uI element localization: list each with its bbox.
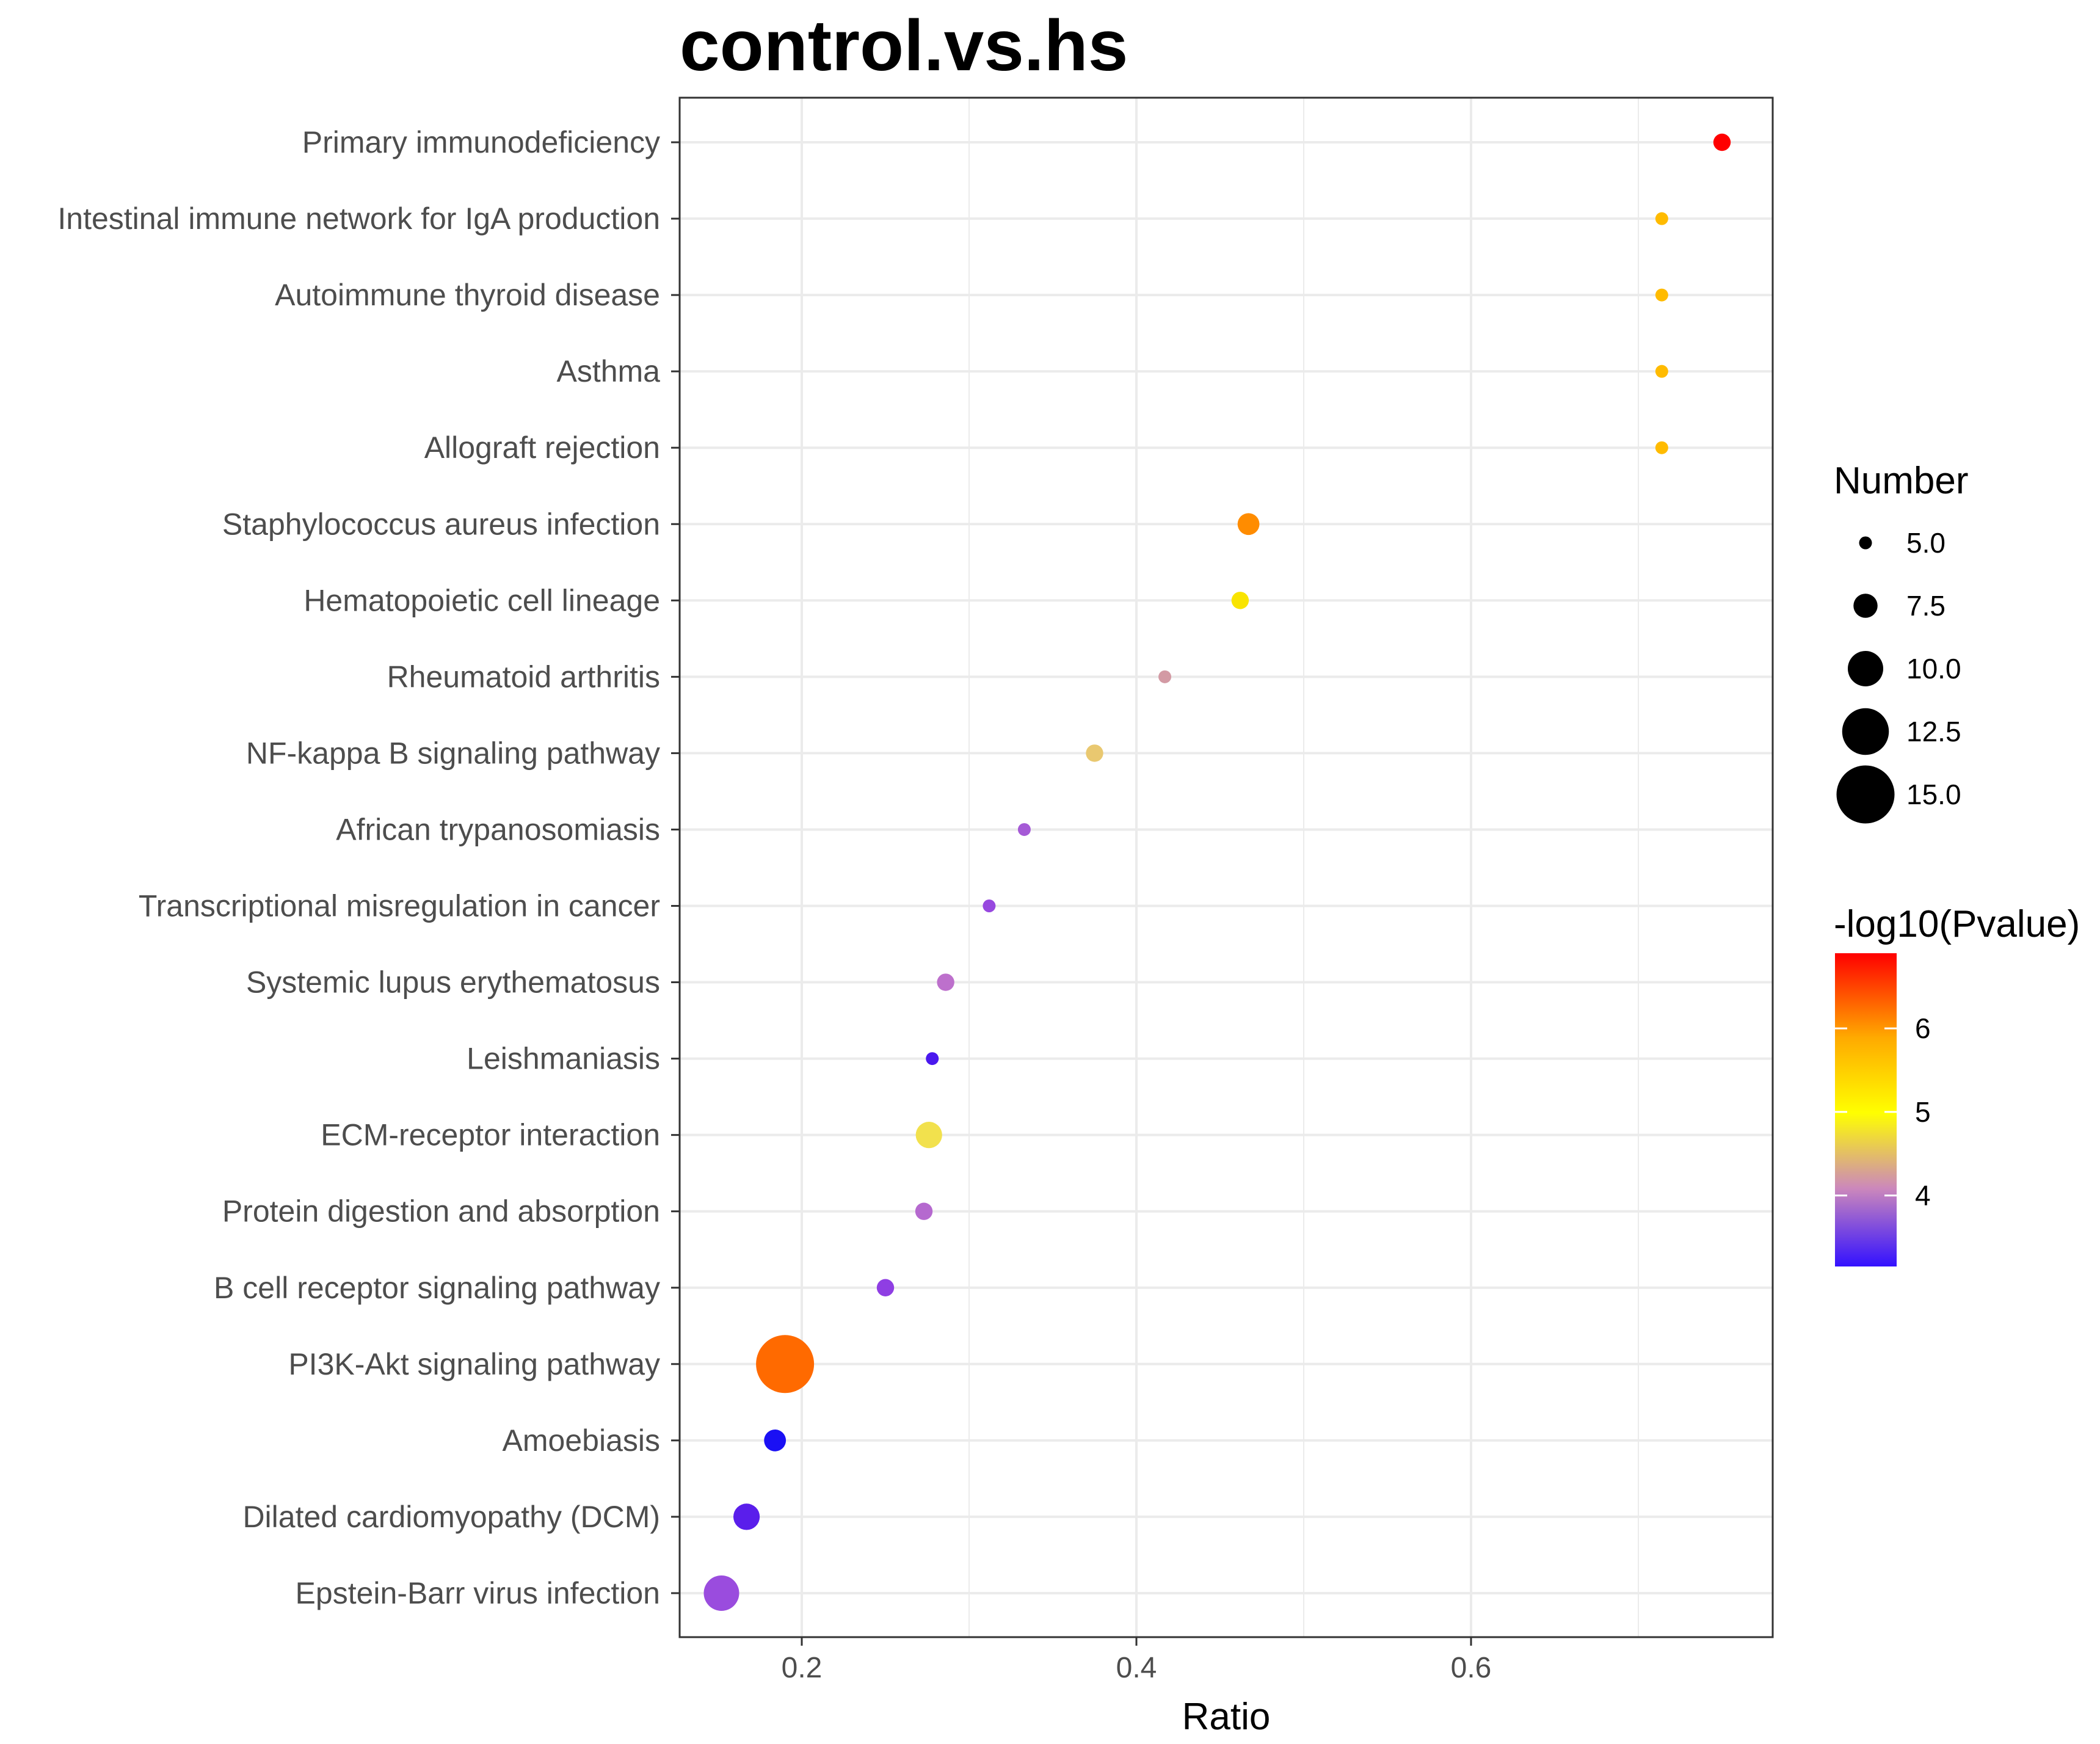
x-axis-title: Ratio xyxy=(1182,1696,1271,1738)
data-point xyxy=(915,1202,933,1220)
data-point xyxy=(1231,592,1249,609)
color-legend-title: -log10(Pvalue) xyxy=(1834,903,2080,945)
data-point xyxy=(1713,133,1731,151)
category-label: Epstein-Barr virus infection xyxy=(296,1576,660,1610)
x-tick-label: 0.6 xyxy=(1451,1652,1492,1684)
size-legend-label: 12.5 xyxy=(1906,716,1961,747)
size-legend-key xyxy=(1836,765,1895,824)
category-label: NF-kappa B signaling pathway xyxy=(246,736,660,770)
category-label: Transcriptional misregulation in cancer xyxy=(139,889,660,923)
category-label: Primary immunodeficiency xyxy=(302,125,660,159)
data-point xyxy=(915,1122,942,1149)
data-point xyxy=(733,1503,760,1530)
plot-panel-border xyxy=(678,96,1774,1638)
grid-lines xyxy=(680,98,1773,1637)
data-point xyxy=(1655,288,1668,302)
size-legend-key xyxy=(1842,708,1889,755)
category-label: Rheumatoid arthritis xyxy=(387,659,660,694)
data-point xyxy=(703,1575,739,1611)
category-label: African trypanosomiasis xyxy=(336,812,660,846)
x-axis: 0.2 0.4 0.6 xyxy=(782,1637,1492,1684)
color-legend-label: 5 xyxy=(1915,1096,1931,1128)
color-legend-gradient-bar xyxy=(1835,953,1897,1266)
category-label: Allograft rejection xyxy=(424,431,660,465)
data-point xyxy=(764,1429,787,1452)
size-legend-key xyxy=(1859,536,1872,550)
data-point xyxy=(756,1335,815,1393)
color-legend-label: 4 xyxy=(1915,1180,1931,1212)
category-label: Protein digestion and absorption xyxy=(222,1194,660,1229)
data-point xyxy=(1086,744,1103,762)
category-label: B cell receptor signaling pathway xyxy=(214,1271,660,1305)
category-label: ECM-receptor interaction xyxy=(321,1118,660,1152)
size-legend-label: 5.0 xyxy=(1906,527,1946,559)
category-label: Staphylococcus aureus infection xyxy=(222,507,660,541)
data-point xyxy=(1655,441,1668,454)
data-point xyxy=(1237,513,1260,536)
data-points xyxy=(703,133,1731,1611)
data-point xyxy=(983,899,996,912)
data-point xyxy=(1017,823,1031,836)
size-legend-label: 7.5 xyxy=(1906,590,1946,622)
x-tick-label: 0.4 xyxy=(1116,1652,1157,1684)
category-label: Intestinal immune network for IgA produc… xyxy=(57,202,660,236)
size-legend-key xyxy=(1853,594,1878,618)
data-point xyxy=(926,1052,939,1066)
chart-title: control.vs.hs xyxy=(680,5,1128,86)
category-label: Asthma xyxy=(556,354,660,388)
category-label: PI3K-Akt signaling pathway xyxy=(288,1347,660,1381)
size-legend-label: 15.0 xyxy=(1906,779,1961,810)
category-label: Autoimmune thyroid disease xyxy=(275,278,660,312)
size-legend-key xyxy=(1848,651,1883,686)
size-legend-title: Number xyxy=(1834,460,1969,502)
size-legend-label: 10.0 xyxy=(1906,653,1961,685)
category-label: Amoebiasis xyxy=(503,1423,660,1458)
category-label: Hematopoietic cell lineage xyxy=(303,583,660,617)
data-point xyxy=(876,1279,895,1296)
data-point xyxy=(1655,212,1668,225)
size-legend: Number 5.0 7.5 10.0 12.5 15.0 xyxy=(1834,460,1969,824)
category-label: Dilated cardiomyopathy (DCM) xyxy=(242,1500,660,1534)
category-label: Systemic lupus erythematosus xyxy=(246,965,660,1000)
color-legend: -log10(Pvalue) 4 5 6 xyxy=(1834,903,2080,1266)
data-point xyxy=(1158,670,1172,683)
category-axis: Primary immunodeficiency Intestinal immun… xyxy=(57,125,680,1610)
data-point xyxy=(1655,365,1668,378)
data-point xyxy=(937,973,954,991)
category-label: Leishmaniasis xyxy=(467,1042,660,1076)
color-legend-label: 6 xyxy=(1915,1012,1931,1044)
x-tick-label: 0.2 xyxy=(782,1652,823,1684)
